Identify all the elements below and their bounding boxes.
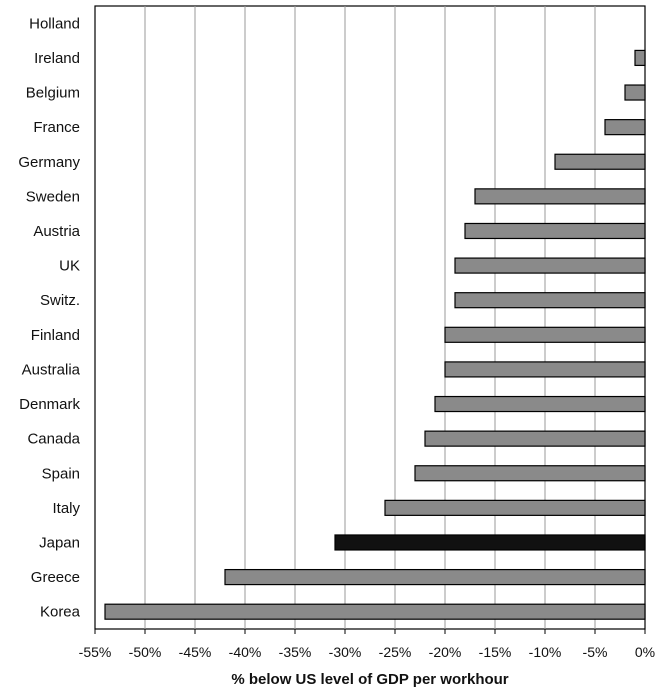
bars	[104, 49, 646, 620]
x-tick-label: -30%	[329, 644, 362, 660]
category-label: France	[33, 119, 80, 136]
x-tick-label: -5%	[583, 644, 608, 660]
bar-austria	[464, 222, 646, 240]
category-label: Ireland	[34, 50, 80, 67]
bar-france	[604, 119, 646, 136]
bar-spain	[414, 465, 646, 482]
category-label: Spain	[42, 465, 80, 482]
category-label: Australia	[22, 361, 81, 378]
bar-greece	[224, 568, 646, 586]
bar-ireland	[634, 49, 646, 67]
x-ticks: -55% -50% -45% -40% -35% -30% -25% -20% -15% -10%…	[79, 629, 655, 660]
bar-switz	[454, 292, 646, 309]
x-axis-title: % below US level of GDP per workhour	[231, 671, 508, 688]
x-tick-label: -45%	[179, 644, 212, 660]
bar-uk	[454, 257, 646, 274]
category-label: Sweden	[26, 188, 80, 205]
x-tick-label: -15%	[479, 644, 512, 660]
category-label: Denmark	[19, 396, 80, 413]
category-label: Austria	[33, 223, 80, 240]
x-tick-label: -50%	[129, 644, 162, 660]
bar-korea	[104, 603, 646, 620]
category-label: Canada	[27, 431, 80, 448]
bar-italy	[384, 499, 646, 516]
category-label: Finland	[31, 327, 80, 344]
bar-japan	[334, 534, 646, 551]
x-tick-label: -20%	[429, 644, 462, 660]
category-label: Switz.	[40, 292, 80, 309]
bar-sweden	[474, 188, 646, 205]
category-label: UK	[59, 258, 80, 275]
gridlines	[144, 6, 596, 629]
bar-australia	[444, 361, 646, 378]
category-label: Italy	[52, 500, 80, 517]
bar-germany	[554, 153, 646, 170]
bar-denmark	[434, 395, 646, 413]
category-labels: Holland Ireland Belgium France Germany Sweden…	[18, 15, 80, 620]
bar-finland	[444, 326, 646, 343]
plot-frame	[94, 5, 646, 630]
x-tick-label: -40%	[229, 644, 262, 660]
x-tick-label: -35%	[279, 644, 312, 660]
x-tick-label: -55%	[79, 644, 112, 660]
x-tick-label: -10%	[529, 644, 562, 660]
category-label: Belgium	[26, 85, 80, 102]
bar-belgium	[624, 84, 646, 101]
x-tick-label: -25%	[379, 644, 412, 660]
x-tick-label: 0%	[635, 644, 655, 660]
category-label: Japan	[39, 534, 80, 551]
category-label: Holland	[29, 15, 80, 32]
category-label: Greece	[31, 569, 80, 586]
category-label: Germany	[18, 154, 80, 171]
category-label: Korea	[40, 604, 81, 621]
bar-canada	[424, 430, 646, 447]
